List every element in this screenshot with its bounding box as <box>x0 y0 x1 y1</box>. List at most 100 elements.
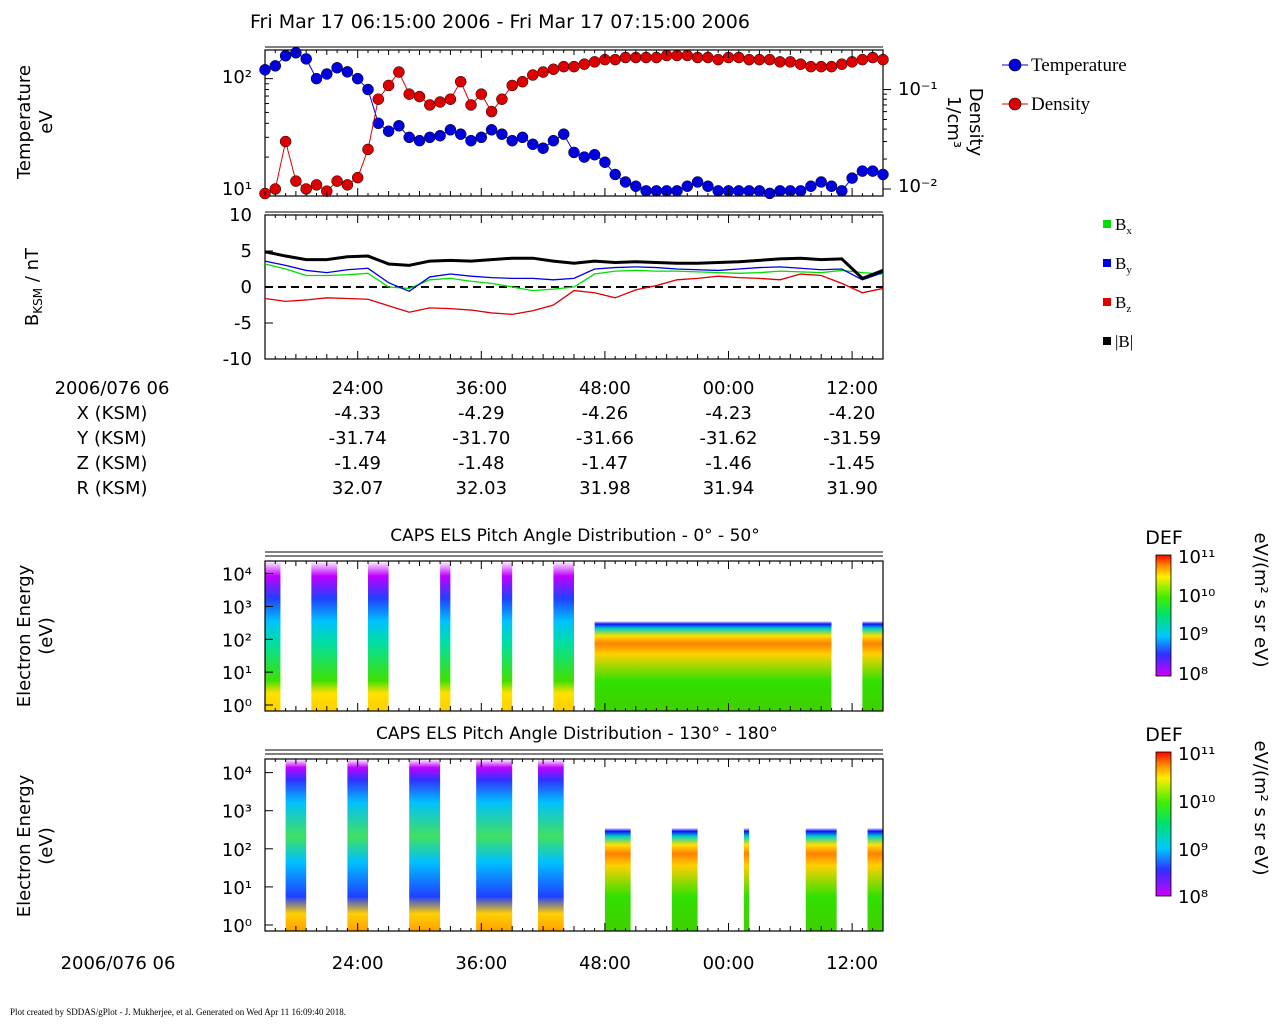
ephemeris-value: -4.23 <box>705 403 752 424</box>
spectrogram-band <box>311 561 338 711</box>
temperature-density-panel: Temperature eV Density 1/cm³ 10² 10¹ 10⁻… <box>14 46 1127 200</box>
data-point-density <box>774 56 786 68</box>
colorbar-1: DEF 10¹¹ 10¹⁰ 10⁹ 10⁸ eV/(m² s sr eV) <box>1145 527 1271 685</box>
time-tick-label: 36:00 <box>455 953 507 974</box>
data-point-temperature <box>599 156 611 168</box>
time-tick-label: 36:00 <box>455 378 507 399</box>
ephemeris-value: -4.20 <box>829 403 876 424</box>
data-point-temperature <box>496 128 508 140</box>
spectrogram-cells <box>285 759 883 931</box>
data-point-density <box>444 93 457 105</box>
data-point-temperature <box>403 131 415 144</box>
ephemeris-time-labels: 24:00 36:00 48:00 00:00 12:00 <box>332 378 878 399</box>
data-point-density <box>475 88 488 100</box>
legend-label: Bz <box>1115 293 1131 315</box>
ephemeris-rows: X (KSM) -4.33 -4.29 -4.26 -4.23 -4.20 Y (KSM) -… <box>76 403 881 499</box>
energy-tick-label: 10³ <box>222 802 252 823</box>
data-point-density <box>825 60 838 73</box>
bfield-axis-unit: / nT <box>22 247 43 288</box>
data-point-temperature <box>485 124 498 136</box>
ephemeris-table: 2006/076 06 24:00 36:00 48:00 00:00 12:00 X … <box>55 378 882 499</box>
colorbar-tick: 10⁸ <box>1178 887 1208 908</box>
panel1-marks <box>259 47 891 200</box>
data-point-temperature <box>321 68 333 80</box>
energy-tick-label: 10² <box>222 630 252 651</box>
panel2-marks <box>264 215 884 359</box>
ephemeris-value: -1.48 <box>458 453 505 474</box>
panel1-legend: Temperature Density <box>1002 55 1127 115</box>
ephemeris-value: -4.33 <box>334 403 381 424</box>
data-point-temperature <box>382 125 395 137</box>
density-axis-unit: 1/cm³ <box>943 96 964 148</box>
data-point-density <box>372 93 385 105</box>
energy-tick-label: 10³ <box>222 597 252 618</box>
pitch-angle-panel-130-180: CAPS ELS Pitch Angle Distribution - 130°… <box>14 724 1271 937</box>
data-point-temperature <box>259 64 271 76</box>
data-point-temperature <box>527 138 539 151</box>
legend-label: |B| <box>1115 332 1133 351</box>
colorbar-title: DEF <box>1145 724 1183 746</box>
data-point-temperature <box>506 134 518 147</box>
data-point-temperature <box>836 185 848 197</box>
data-point-temperature <box>331 62 343 74</box>
time-tick-label: 48:00 <box>579 378 631 399</box>
data-point-density <box>424 99 436 111</box>
data-point-temperature <box>702 180 714 192</box>
data-point-temperature <box>300 53 312 65</box>
spectrogram-band <box>743 759 750 931</box>
data-point-temperature <box>691 176 704 188</box>
ephemeris-value: 32.03 <box>456 478 508 499</box>
data-point-density <box>310 179 323 191</box>
data-point-temperature <box>866 165 879 177</box>
data-point-density <box>454 75 467 88</box>
bottom-time-axis: 2006/076 06 24:00 36:00 48:00 00:00 12:00 <box>61 953 878 974</box>
panel3-yticks: 10⁰ 10¹ 10² 10³ 10⁴ <box>222 561 884 717</box>
energy-axis-unit: (eV) <box>36 827 57 864</box>
data-point-temperature <box>630 180 642 192</box>
data-point-density <box>856 53 869 66</box>
density-tick-label: 10⁻¹ <box>898 79 938 100</box>
spectrogram-band <box>594 561 832 711</box>
ephemeris-value: -1.47 <box>582 453 629 474</box>
ephemeris-value: 31.94 <box>703 478 755 499</box>
bfield-axis-main: B <box>22 314 43 326</box>
data-point-temperature <box>424 131 436 144</box>
data-point-density <box>300 183 312 195</box>
colorbar-gradient <box>1155 554 1172 677</box>
data-point-temperature <box>413 134 426 147</box>
ephemeris-row-label: Y (KSM) <box>76 428 147 449</box>
data-point-temperature <box>671 185 683 197</box>
panel4-yticks: 10⁰ 10¹ 10² 10³ 10⁴ <box>222 759 884 937</box>
colorbar-tick: 10¹⁰ <box>1178 586 1215 607</box>
ephemeris-row-label: Z (KSM) <box>77 453 148 474</box>
data-point-temperature <box>619 176 632 188</box>
energy-tick-label: 10⁰ <box>222 696 252 717</box>
legend-label: Bx <box>1115 215 1132 237</box>
spectrogram-band <box>867 759 883 931</box>
panel2-legend: Bx By Bz |B| <box>1103 215 1133 351</box>
data-point-temperature <box>568 146 580 159</box>
data-point-temperature <box>310 72 323 85</box>
spectrogram-band <box>671 759 698 931</box>
temperature-legend-label: Temperature <box>1031 55 1127 76</box>
legend-label: By <box>1115 254 1132 276</box>
panel2-yticks: 10 5 0 -5 -10 <box>223 205 273 370</box>
data-point-temperature <box>609 168 621 181</box>
data-point-density <box>619 51 632 64</box>
data-point-temperature <box>269 60 282 72</box>
data-point-density <box>650 51 663 64</box>
bfield-tick-label: 0 <box>241 277 252 298</box>
temp-tick-label: 10¹ <box>222 179 252 200</box>
bfield-tick-label: -5 <box>234 313 252 334</box>
data-point-temperature <box>516 131 529 144</box>
ephemeris-value: -4.26 <box>582 403 629 424</box>
data-point-density <box>382 79 395 92</box>
ephemeris-value: -31.59 <box>823 428 881 449</box>
data-point-temperature <box>805 180 817 192</box>
legend-swatch <box>1103 259 1111 267</box>
colorbar-title: DEF <box>1145 527 1183 549</box>
data-point-temperature <box>825 180 838 192</box>
colorbar-unit: eV/(m² s sr eV) <box>1250 741 1271 876</box>
spectrogram-band <box>368 561 389 711</box>
data-point-temperature <box>681 180 694 192</box>
